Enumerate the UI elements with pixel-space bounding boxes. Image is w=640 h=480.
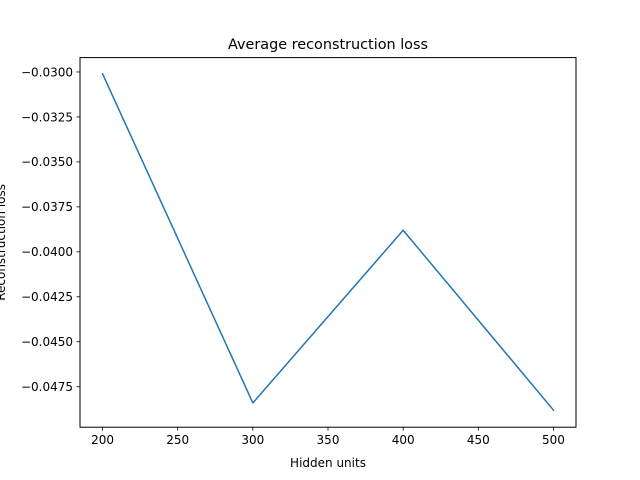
x-axis: 200 250 300 350 400 450 500	[91, 427, 565, 447]
y-tick-label: −0.0325	[21, 110, 73, 124]
x-tick-label: 200	[91, 433, 114, 447]
x-tick-label: 500	[542, 433, 565, 447]
x-tick-label: 350	[317, 433, 340, 447]
y-axis-label: Reconstruction loss	[0, 184, 8, 301]
x-tick-label: 450	[467, 433, 490, 447]
y-tick-label: −0.0300	[21, 65, 73, 79]
y-tick-label: −0.0350	[21, 155, 73, 169]
y-tick-label: −0.0375	[21, 200, 73, 214]
x-tick-label: 250	[166, 433, 189, 447]
x-tick-label: 300	[241, 433, 264, 447]
y-tick-label: −0.0450	[21, 335, 73, 349]
y-tick-label: −0.0425	[21, 290, 73, 304]
series-line-0	[101, 72, 555, 412]
y-tick-label: −0.0475	[21, 380, 73, 394]
chart-title: Average reconstruction loss	[228, 37, 428, 53]
y-axis: −0.0300 −0.0325 −0.0350 −0.0375 −0.0400 −0.04…	[21, 65, 80, 394]
series-layer	[101, 72, 555, 412]
x-tick-label: 400	[392, 433, 415, 447]
y-tick-label: −0.0400	[21, 245, 73, 259]
x-axis-label: Hidden units	[290, 456, 366, 470]
